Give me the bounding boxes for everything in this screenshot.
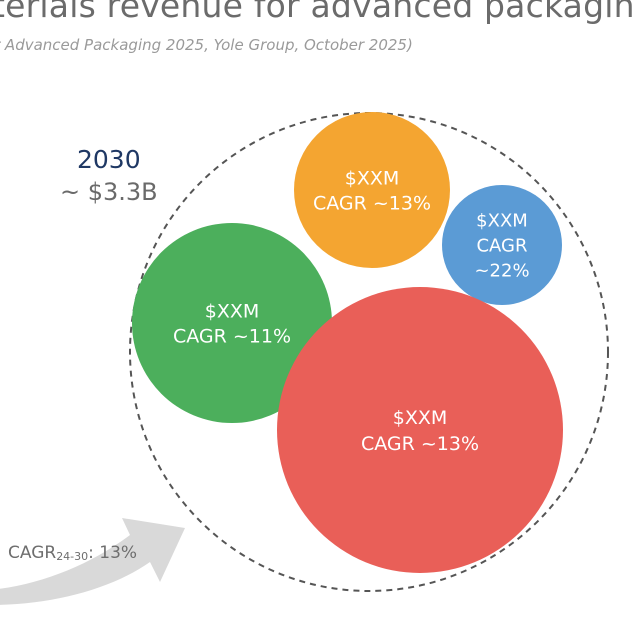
bubble-1-value-label: $XXM [345,167,400,189]
bubble-2 [442,185,562,305]
bubble-1 [294,112,450,268]
bubble-3-cagr-label: CAGR ~11% [173,325,291,347]
year-label: 2030 [77,145,141,174]
bubble-3 [132,223,332,423]
bubble-2-cagr-label: CAGR [476,235,527,256]
cagr-suffix: : 13% [88,543,138,563]
bubble-3-value-label: $XXM [205,300,260,322]
growth-arrow [0,518,185,605]
bubble-2-value-label: $XXM [476,210,528,231]
cagr-period: 24-30 [56,550,89,563]
bubble-4 [277,287,563,573]
chart-subtitle: r Advanced Packaging 2025, Yole Group, O… [0,36,413,54]
chart-title: terials revenue for advanced packaging [0,0,635,25]
bubble-4-cagr-label: CAGR ~13% [361,433,479,455]
bubble-1-cagr-label: CAGR ~13% [313,192,431,214]
cagr-prefix: CAGR [8,543,57,563]
bubble-2-cagr-label: ~22% [474,260,529,281]
total-label: ~ $3.3B [60,178,158,206]
cagr-label: CAGR24-30: 13% [8,543,137,563]
bubble-4-value-label: $XXM [393,407,448,429]
